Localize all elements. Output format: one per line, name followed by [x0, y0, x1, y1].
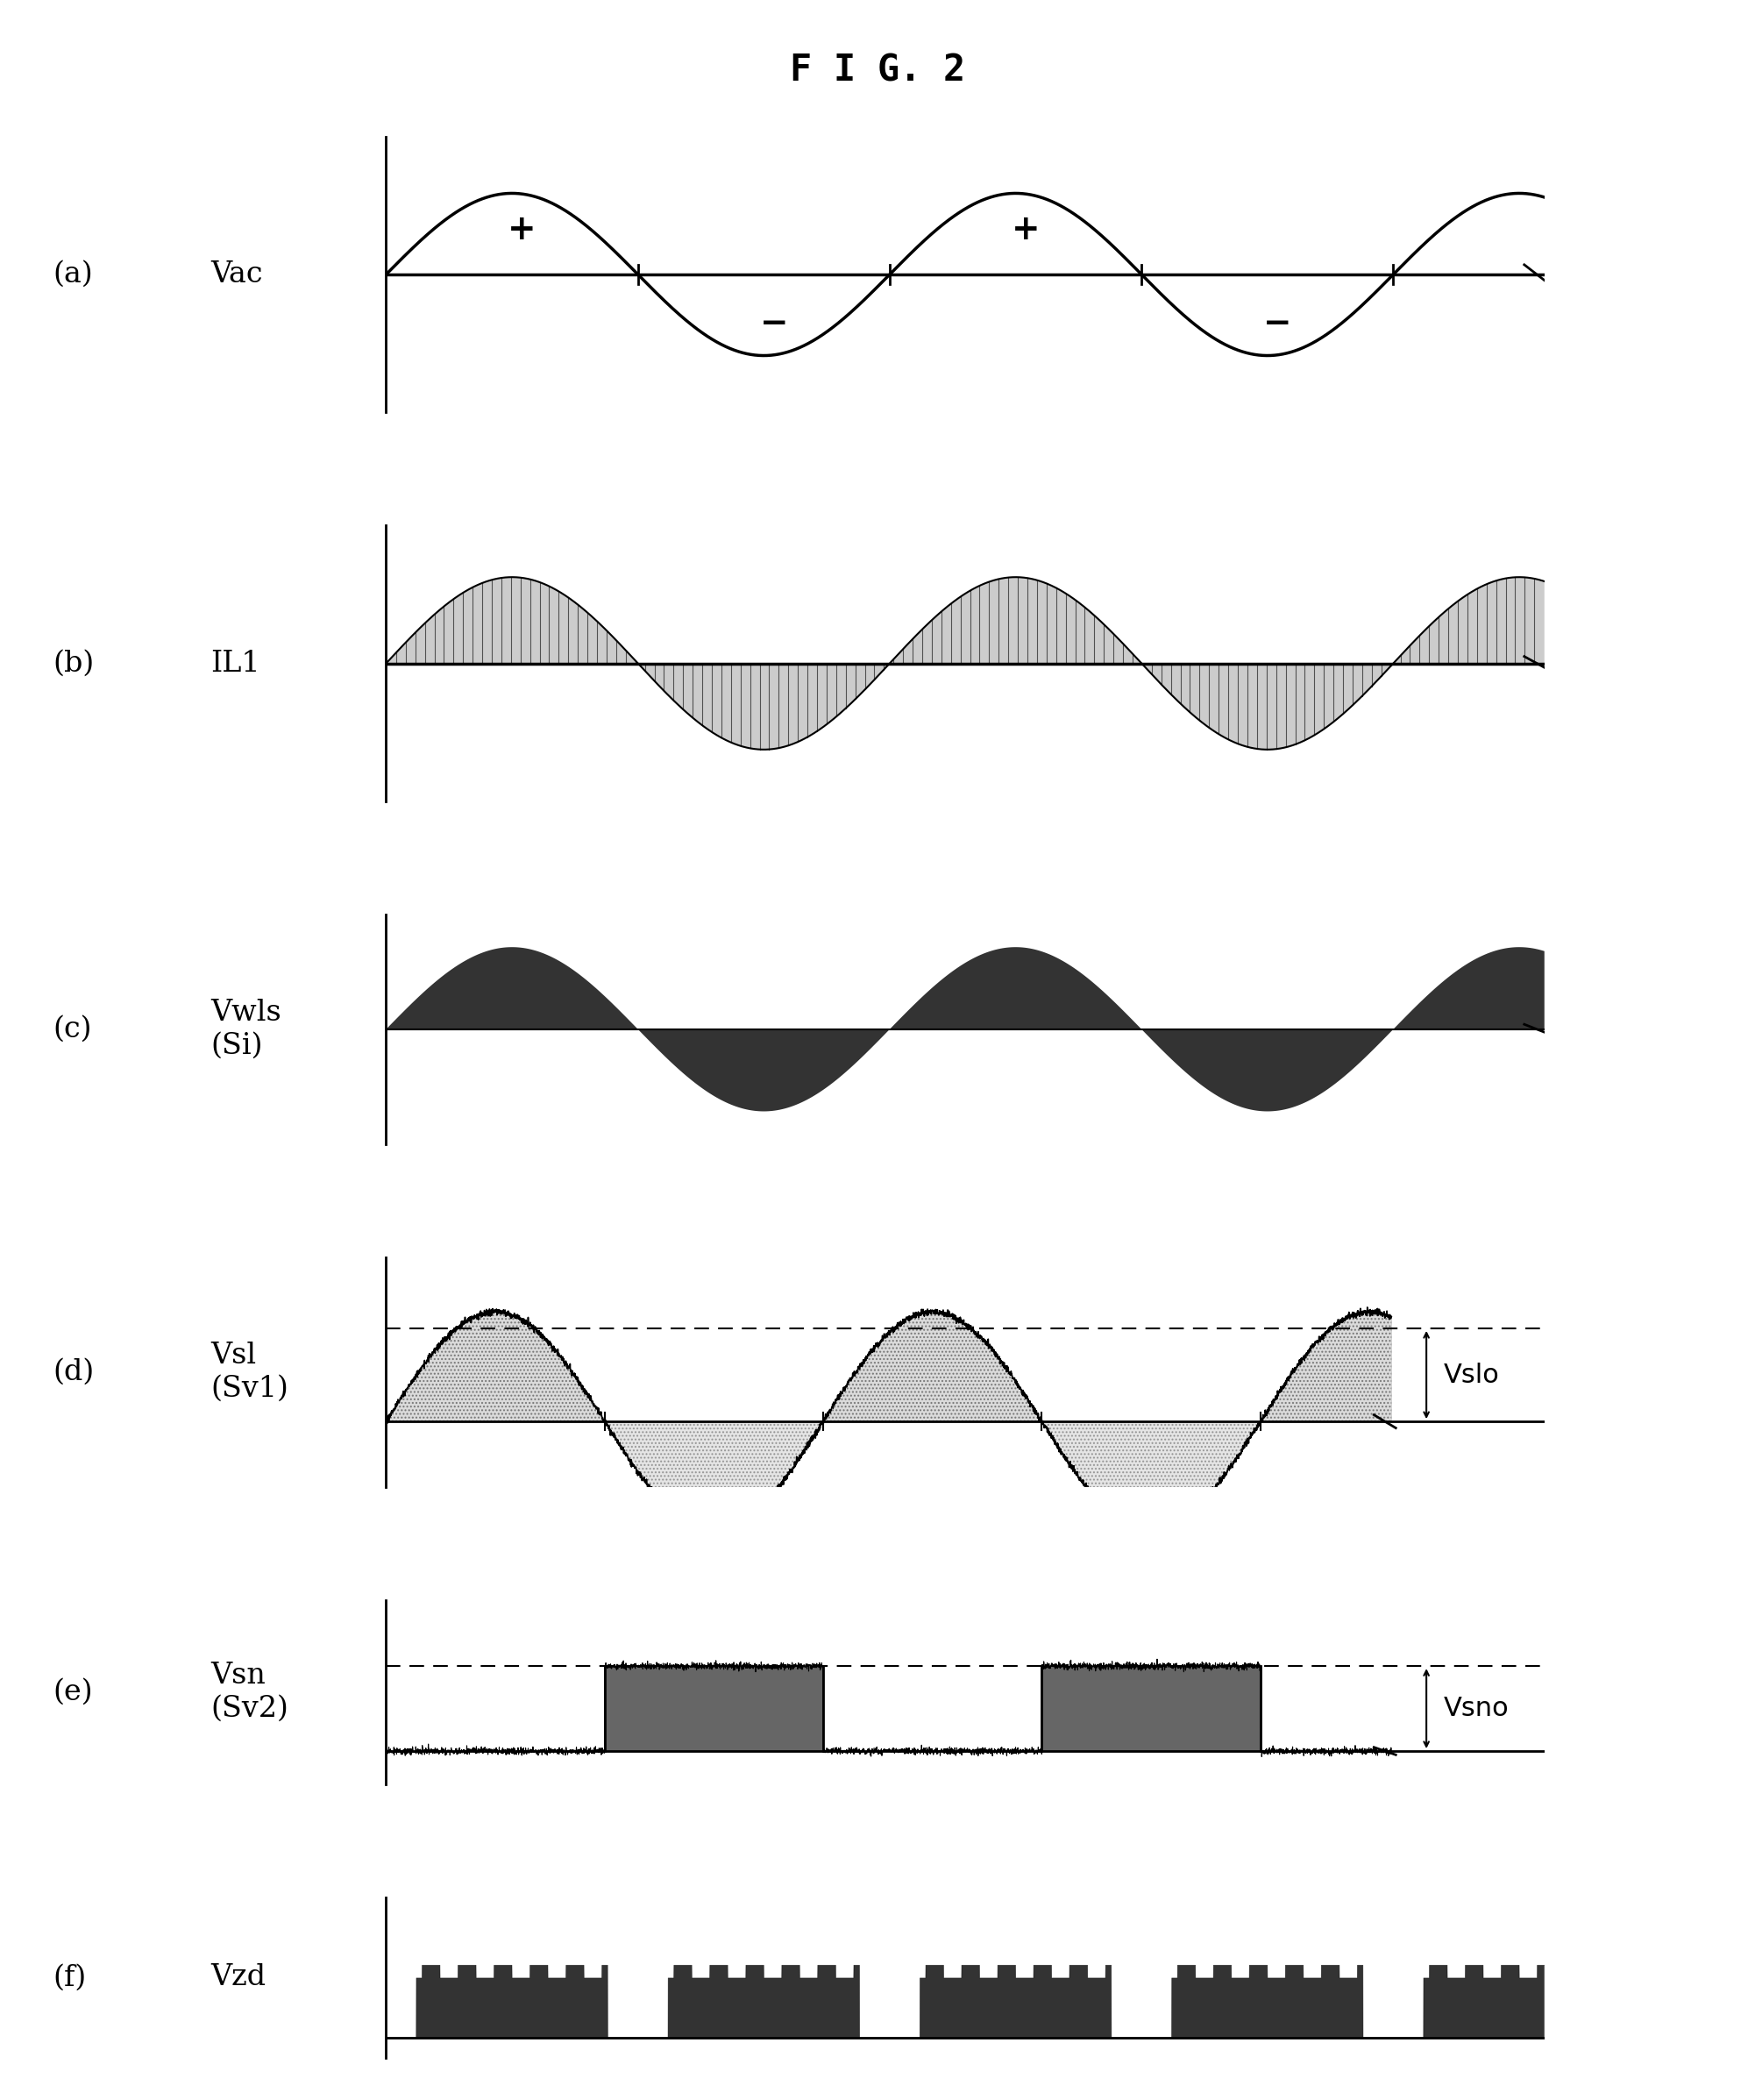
Text: (c): (c)	[53, 1014, 91, 1044]
Text: (a): (a)	[53, 260, 93, 288]
Text: +: +	[1011, 212, 1041, 246]
Text: IL1: IL1	[211, 649, 260, 678]
Text: Vsl
(Sv1): Vsl (Sv1)	[211, 1342, 288, 1403]
Text: −: −	[760, 307, 788, 340]
Text: Vsn
(Sv2): Vsn (Sv2)	[211, 1661, 288, 1722]
Text: Vslo: Vslo	[1444, 1363, 1501, 1388]
Text: −: −	[1264, 307, 1292, 340]
Text: (e): (e)	[53, 1678, 93, 1705]
Text: Vsno: Vsno	[1444, 1697, 1509, 1722]
Text: Vzd: Vzd	[211, 1964, 267, 1991]
Text: (d): (d)	[53, 1359, 95, 1386]
Text: Vac: Vac	[211, 260, 263, 288]
Text: F I G. 2: F I G. 2	[790, 52, 965, 90]
Text: (f): (f)	[53, 1964, 86, 1991]
Text: (b): (b)	[53, 649, 95, 678]
Text: +: +	[507, 212, 537, 246]
Text: Vwls
(Si): Vwls (Si)	[211, 1000, 281, 1060]
